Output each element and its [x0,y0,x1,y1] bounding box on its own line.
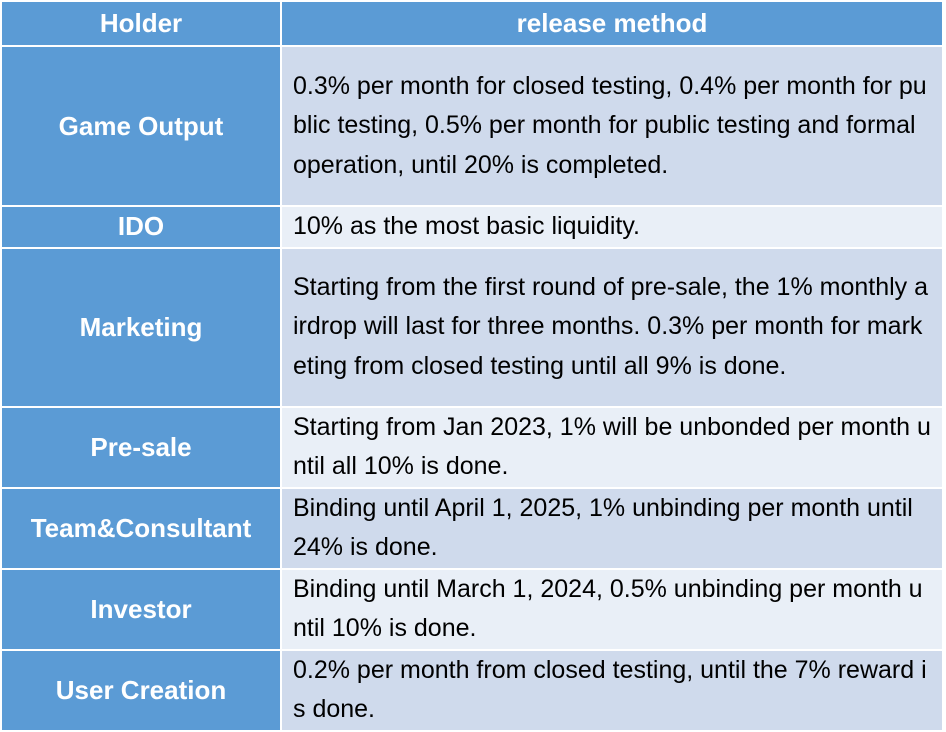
header-release-method: release method [280,0,944,47]
header-holder: Holder [0,0,282,47]
table-header-row: Holder release method [0,0,944,47]
table-row: Marketing Starting from the first round … [0,246,944,408]
holder-cell: Marketing [0,246,282,408]
release-method-cell: Binding until April 1, 2025, 1% unbindin… [280,486,944,570]
table-row: Game Output 0.3% per month for closed te… [0,45,944,207]
release-method-cell: Starting from Jan 2023, 1% will be unbon… [280,405,944,489]
holder-cell: Pre-sale [0,405,282,489]
holder-cell: Investor [0,567,282,651]
release-method-cell: 10% as the most basic liquidity. [280,205,944,249]
release-method-cell: Binding until March 1, 2024, 0.5% unbind… [280,567,944,651]
table-row: Pre-sale Starting from Jan 2023, 1% will… [0,405,944,489]
holder-cell: Team&Consultant [0,486,282,570]
release-method-cell: 0.3% per month for closed testing, 0.4% … [280,45,944,207]
holder-cell: Game Output [0,45,282,207]
table-row: Team&Consultant Binding until April 1, 2… [0,486,944,570]
table-row: User Creation 0.2% per month from closed… [0,648,944,732]
holder-cell: IDO [0,205,282,249]
release-method-cell: 0.2% per month from closed testing, unti… [280,648,944,732]
holder-cell: User Creation [0,648,282,732]
table-row: IDO 10% as the most basic liquidity. [0,205,944,249]
table-row: Investor Binding until March 1, 2024, 0.… [0,567,944,651]
release-method-cell: Starting from the first round of pre-sal… [280,246,944,408]
